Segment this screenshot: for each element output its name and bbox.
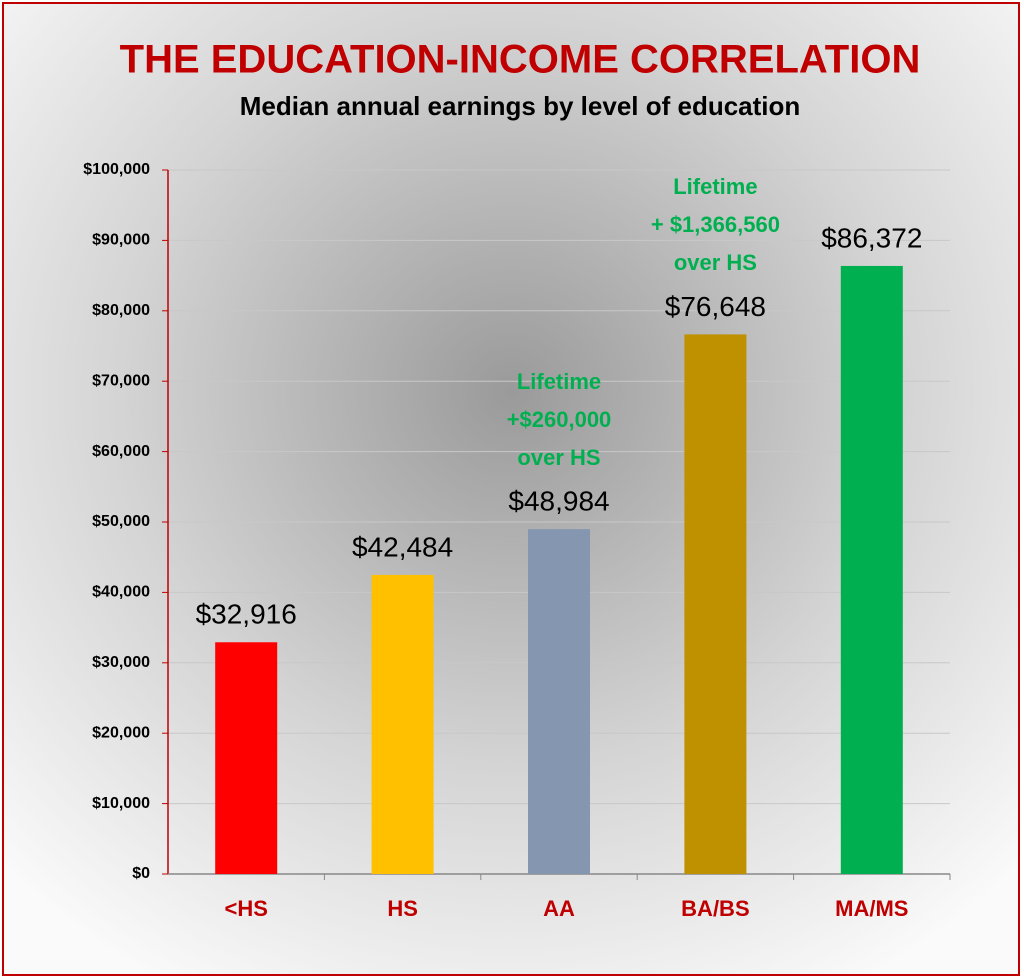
annotation: + $1,366,560 (651, 212, 780, 237)
y-tick-label: $10,000 (92, 795, 150, 812)
y-tick-label: $20,000 (92, 724, 150, 741)
chart-title: THE EDUCATION-INCOME CORRELATION (120, 38, 921, 82)
value-label: $86,372 (821, 222, 922, 253)
value-label: $48,984 (508, 486, 609, 517)
bar (528, 529, 590, 874)
value-label: $32,916 (196, 599, 297, 630)
y-tick-label: $60,000 (92, 443, 150, 460)
annotation: over HS (517, 445, 600, 470)
bar (215, 642, 278, 874)
x-tick-label: MA/MS (835, 896, 908, 921)
y-tick-label: $50,000 (92, 513, 150, 530)
x-tick-label: BA/BS (681, 896, 749, 921)
annotation: over HS (674, 250, 757, 275)
annotation: Lifetime (517, 369, 601, 394)
y-tick-label: $0 (132, 865, 150, 882)
bar (371, 574, 434, 874)
x-tick-label: AA (543, 896, 575, 921)
chart-subtitle: Median annual earnings by level of educa… (240, 91, 801, 121)
value-label: $42,484 (352, 531, 453, 562)
y-tick-label: $30,000 (92, 654, 150, 671)
y-tick-label: $80,000 (92, 302, 150, 319)
value-label: $76,648 (665, 291, 766, 322)
y-tick-label: $100,000 (83, 161, 150, 178)
bar (684, 334, 747, 874)
x-tick-label: HS (387, 896, 418, 921)
bar (840, 265, 903, 874)
annotation: +$260,000 (507, 407, 612, 432)
y-tick-label: $40,000 (92, 584, 150, 601)
y-tick-label: $70,000 (92, 372, 150, 389)
annotation: Lifetime (673, 174, 757, 199)
y-tick-label: $90,000 (92, 232, 150, 249)
x-tick-label: <HS (224, 896, 267, 921)
